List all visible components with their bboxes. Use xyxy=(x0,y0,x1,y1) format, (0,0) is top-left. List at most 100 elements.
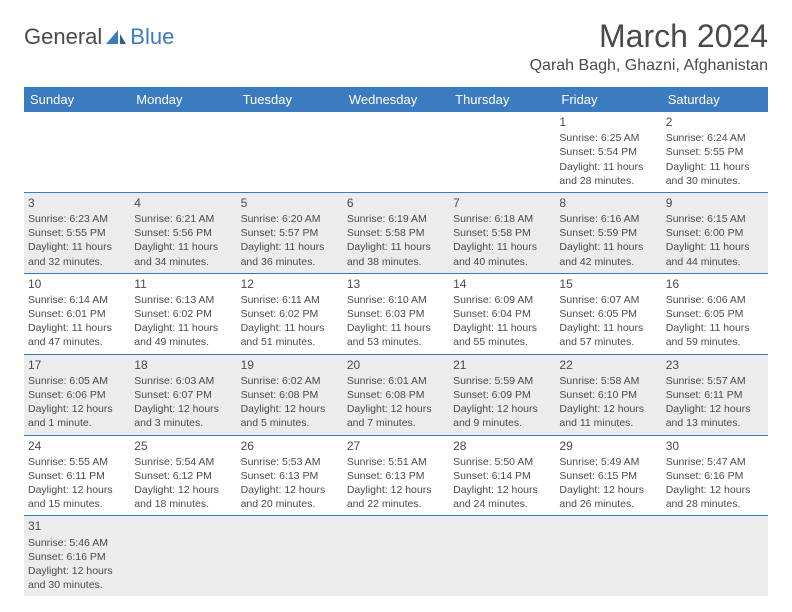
sunrise-text: Sunrise: 6:25 AM xyxy=(559,131,657,145)
sunset-text: Sunset: 6:09 PM xyxy=(453,388,551,402)
daylight-text: Daylight: 12 hours and 26 minutes. xyxy=(559,483,657,511)
sunrise-text: Sunrise: 6:09 AM xyxy=(453,293,551,307)
day-number: 23 xyxy=(666,357,764,373)
day-number: 2 xyxy=(666,114,764,130)
sunset-text: Sunset: 5:57 PM xyxy=(241,226,339,240)
empty-cell xyxy=(24,112,130,192)
day-number: 21 xyxy=(453,357,551,373)
sunset-text: Sunset: 6:00 PM xyxy=(666,226,764,240)
day-cell: 28Sunrise: 5:50 AMSunset: 6:14 PMDayligh… xyxy=(449,436,555,516)
day-number: 9 xyxy=(666,195,764,211)
sunset-text: Sunset: 6:16 PM xyxy=(28,550,126,564)
day-header-cell: Tuesday xyxy=(237,87,343,112)
week-row: 10Sunrise: 6:14 AMSunset: 6:01 PMDayligh… xyxy=(24,274,768,355)
page-title: March 2024 xyxy=(530,18,768,55)
day-cell: 1Sunrise: 6:25 AMSunset: 5:54 PMDaylight… xyxy=(555,112,661,192)
day-header-cell: Thursday xyxy=(449,87,555,112)
day-cell: 12Sunrise: 6:11 AMSunset: 6:02 PMDayligh… xyxy=(237,274,343,354)
daylight-text: Daylight: 11 hours and 30 minutes. xyxy=(666,160,764,188)
sunrise-text: Sunrise: 5:50 AM xyxy=(453,455,551,469)
sunrise-text: Sunrise: 5:57 AM xyxy=(666,374,764,388)
sunrise-text: Sunrise: 5:58 AM xyxy=(559,374,657,388)
sunset-text: Sunset: 6:16 PM xyxy=(666,469,764,483)
day-cell: 20Sunrise: 6:01 AMSunset: 6:08 PMDayligh… xyxy=(343,355,449,435)
daylight-text: Daylight: 11 hours and 42 minutes. xyxy=(559,240,657,268)
sunrise-text: Sunrise: 5:59 AM xyxy=(453,374,551,388)
logo-text-1: General xyxy=(24,24,102,50)
location-text: Qarah Bagh, Ghazni, Afghanistan xyxy=(530,57,768,75)
sunset-text: Sunset: 6:14 PM xyxy=(453,469,551,483)
sunrise-text: Sunrise: 5:47 AM xyxy=(666,455,764,469)
daylight-text: Daylight: 12 hours and 1 minute. xyxy=(28,402,126,430)
sunrise-text: Sunrise: 6:16 AM xyxy=(559,212,657,226)
daylight-text: Daylight: 12 hours and 13 minutes. xyxy=(666,402,764,430)
day-number: 28 xyxy=(453,438,551,454)
daylight-text: Daylight: 11 hours and 49 minutes. xyxy=(134,321,232,349)
day-number: 6 xyxy=(347,195,445,211)
week-row: 1Sunrise: 6:25 AMSunset: 5:54 PMDaylight… xyxy=(24,112,768,193)
sunset-text: Sunset: 6:08 PM xyxy=(241,388,339,402)
sunset-text: Sunset: 6:02 PM xyxy=(241,307,339,321)
day-cell: 31Sunrise: 5:46 AMSunset: 6:16 PMDayligh… xyxy=(24,516,130,596)
sunrise-text: Sunrise: 6:01 AM xyxy=(347,374,445,388)
day-cell: 21Sunrise: 5:59 AMSunset: 6:09 PMDayligh… xyxy=(449,355,555,435)
sunrise-text: Sunrise: 6:15 AM xyxy=(666,212,764,226)
day-number: 8 xyxy=(559,195,657,211)
sunrise-text: Sunrise: 6:11 AM xyxy=(241,293,339,307)
sunset-text: Sunset: 6:03 PM xyxy=(347,307,445,321)
day-cell: 2Sunrise: 6:24 AMSunset: 5:55 PMDaylight… xyxy=(662,112,768,192)
sunset-text: Sunset: 6:06 PM xyxy=(28,388,126,402)
sunset-text: Sunset: 5:58 PM xyxy=(347,226,445,240)
daylight-text: Daylight: 12 hours and 22 minutes. xyxy=(347,483,445,511)
sunrise-text: Sunrise: 6:14 AM xyxy=(28,293,126,307)
sunset-text: Sunset: 5:56 PM xyxy=(134,226,232,240)
daylight-text: Daylight: 12 hours and 3 minutes. xyxy=(134,402,232,430)
sunrise-text: Sunrise: 6:05 AM xyxy=(28,374,126,388)
day-number: 22 xyxy=(559,357,657,373)
logo: General Blue xyxy=(24,24,174,50)
daylight-text: Daylight: 12 hours and 20 minutes. xyxy=(241,483,339,511)
day-number: 11 xyxy=(134,276,232,292)
empty-cell xyxy=(130,112,236,192)
day-cell: 27Sunrise: 5:51 AMSunset: 6:13 PMDayligh… xyxy=(343,436,449,516)
empty-cell xyxy=(555,516,661,596)
empty-cell xyxy=(343,516,449,596)
day-number: 26 xyxy=(241,438,339,454)
sunrise-text: Sunrise: 5:51 AM xyxy=(347,455,445,469)
day-number: 24 xyxy=(28,438,126,454)
sunset-text: Sunset: 6:11 PM xyxy=(28,469,126,483)
header-right: March 2024 Qarah Bagh, Ghazni, Afghanist… xyxy=(530,18,768,79)
logo-text-2: Blue xyxy=(130,24,174,50)
day-number: 20 xyxy=(347,357,445,373)
sunrise-text: Sunrise: 6:21 AM xyxy=(134,212,232,226)
day-number: 19 xyxy=(241,357,339,373)
week-row: 17Sunrise: 6:05 AMSunset: 6:06 PMDayligh… xyxy=(24,355,768,436)
sunrise-text: Sunrise: 5:49 AM xyxy=(559,455,657,469)
day-cell: 23Sunrise: 5:57 AMSunset: 6:11 PMDayligh… xyxy=(662,355,768,435)
sunset-text: Sunset: 6:13 PM xyxy=(347,469,445,483)
day-number: 17 xyxy=(28,357,126,373)
day-number: 16 xyxy=(666,276,764,292)
sunrise-text: Sunrise: 6:06 AM xyxy=(666,293,764,307)
daylight-text: Daylight: 12 hours and 30 minutes. xyxy=(28,564,126,592)
day-number: 10 xyxy=(28,276,126,292)
day-cell: 8Sunrise: 6:16 AMSunset: 5:59 PMDaylight… xyxy=(555,193,661,273)
sunrise-text: Sunrise: 6:10 AM xyxy=(347,293,445,307)
day-cell: 13Sunrise: 6:10 AMSunset: 6:03 PMDayligh… xyxy=(343,274,449,354)
daylight-text: Daylight: 11 hours and 47 minutes. xyxy=(28,321,126,349)
day-cell: 17Sunrise: 6:05 AMSunset: 6:06 PMDayligh… xyxy=(24,355,130,435)
daylight-text: Daylight: 11 hours and 53 minutes. xyxy=(347,321,445,349)
empty-cell xyxy=(130,516,236,596)
calendar: SundayMondayTuesdayWednesdayThursdayFrid… xyxy=(24,87,768,596)
daylight-text: Daylight: 11 hours and 32 minutes. xyxy=(28,240,126,268)
day-cell: 22Sunrise: 5:58 AMSunset: 6:10 PMDayligh… xyxy=(555,355,661,435)
day-header-cell: Monday xyxy=(130,87,236,112)
sunrise-text: Sunrise: 6:02 AM xyxy=(241,374,339,388)
sunset-text: Sunset: 6:04 PM xyxy=(453,307,551,321)
daylight-text: Daylight: 11 hours and 34 minutes. xyxy=(134,240,232,268)
daylight-text: Daylight: 12 hours and 28 minutes. xyxy=(666,483,764,511)
sunrise-text: Sunrise: 6:24 AM xyxy=(666,131,764,145)
day-cell: 4Sunrise: 6:21 AMSunset: 5:56 PMDaylight… xyxy=(130,193,236,273)
day-cell: 16Sunrise: 6:06 AMSunset: 6:05 PMDayligh… xyxy=(662,274,768,354)
calendar-body: 1Sunrise: 6:25 AMSunset: 5:54 PMDaylight… xyxy=(24,112,768,596)
